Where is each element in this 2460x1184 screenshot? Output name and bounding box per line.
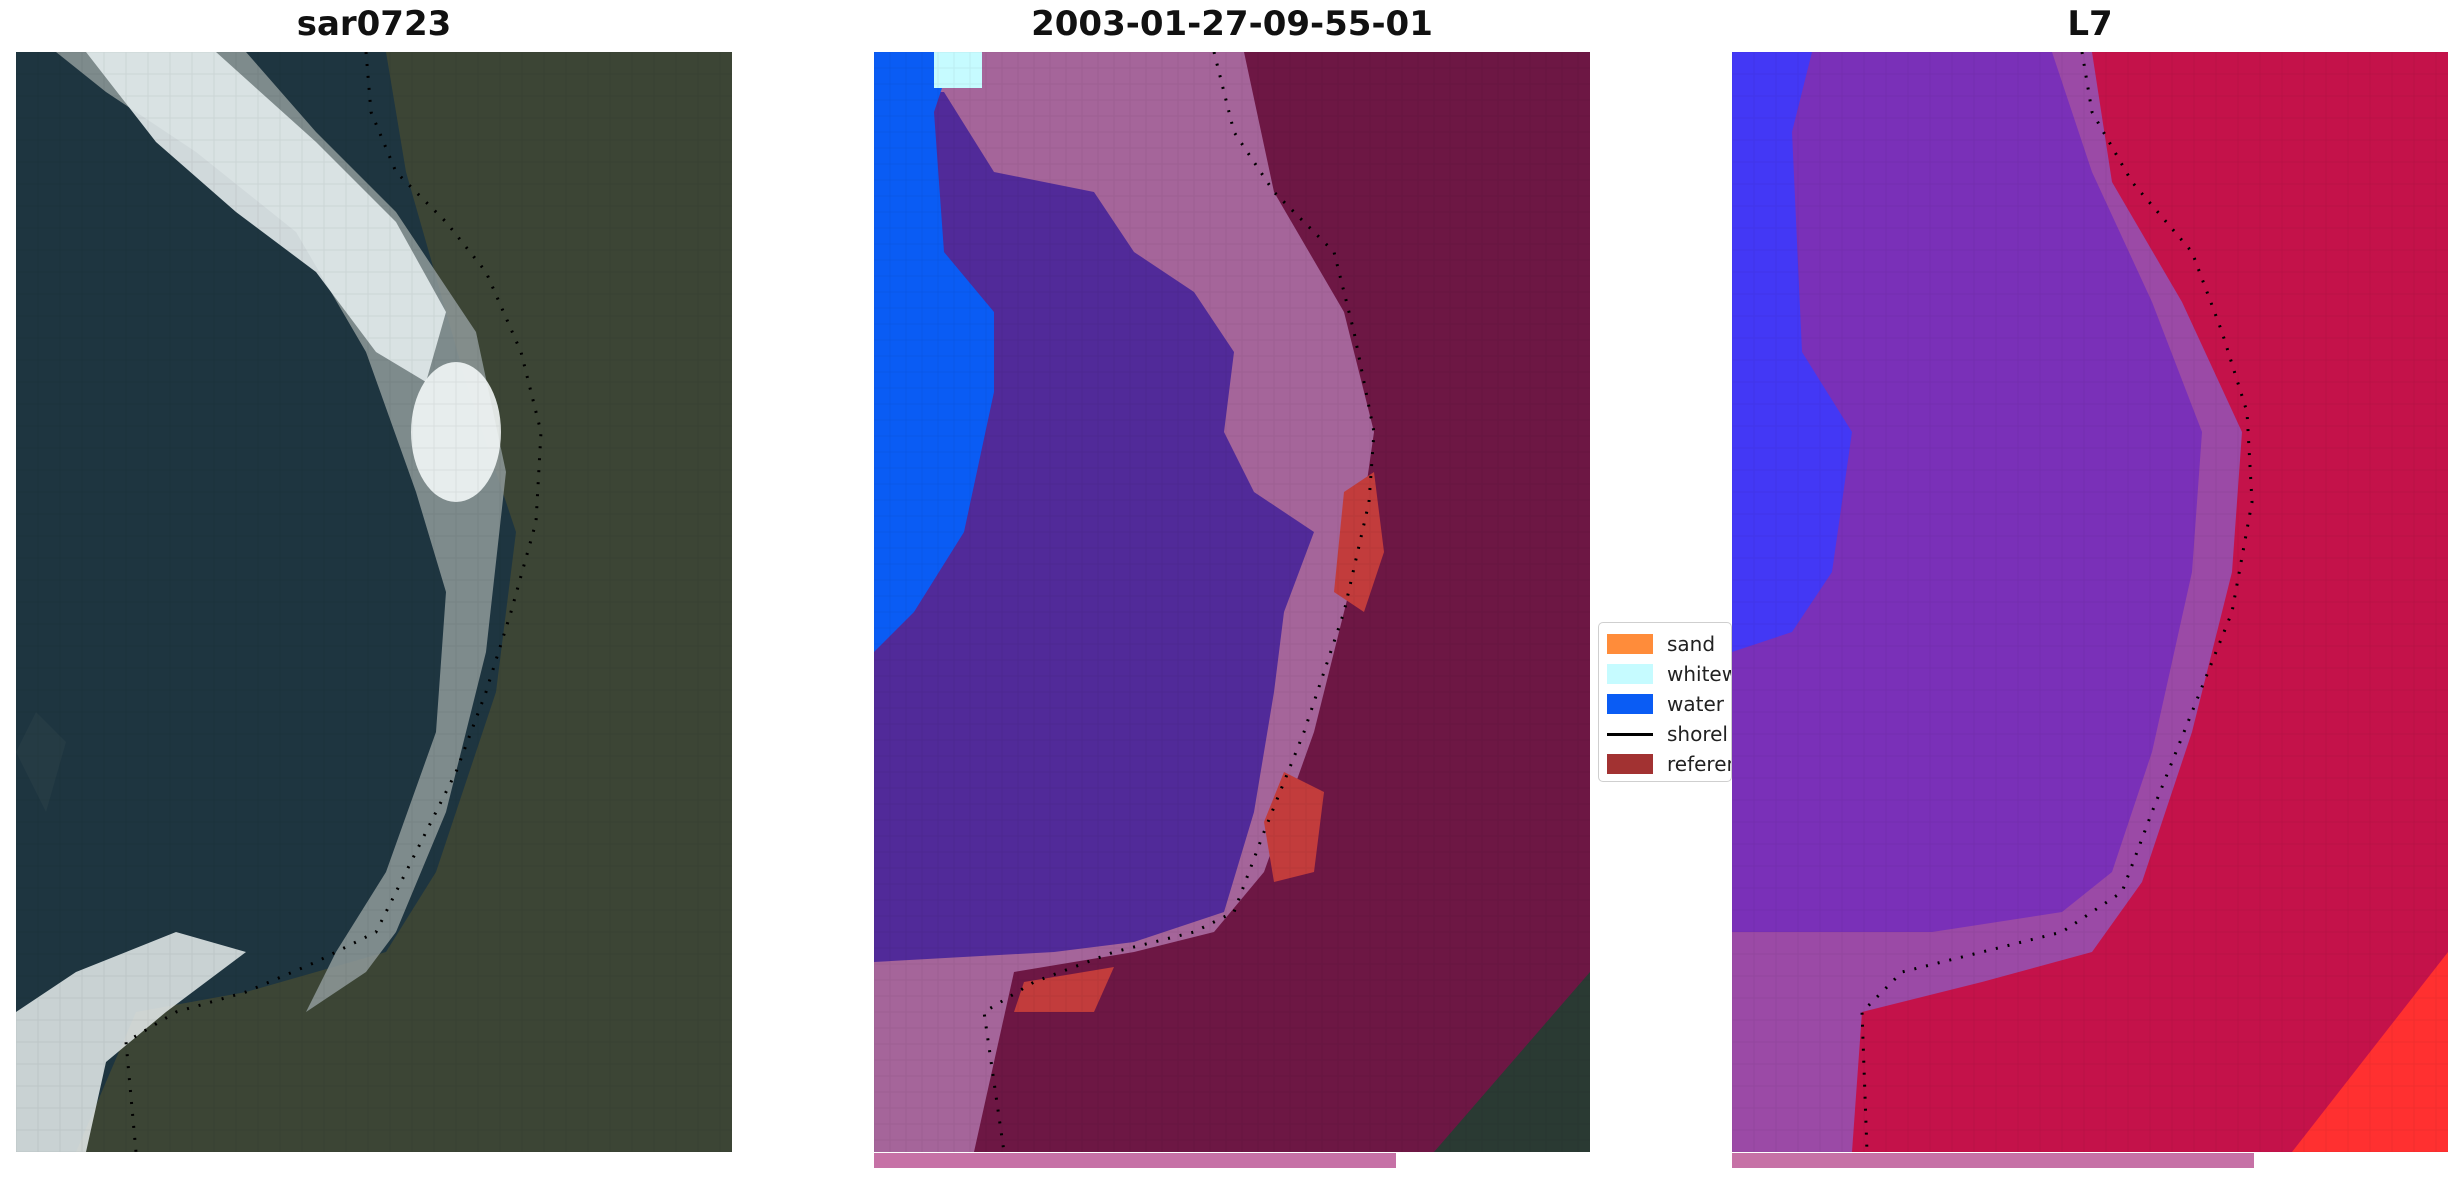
panel-title-sar: sar0723 [296,4,452,44]
legend-label-reference: referen [1667,752,1732,776]
legend: sand whitew water shorel referen [1598,622,1732,782]
rgb-image-panel [16,52,732,1152]
legend-swatch-water [1607,694,1653,714]
legend-label-water: water [1667,692,1724,716]
legend-item-reference: referen [1607,751,1732,777]
legend-item-whitewater: whitew [1607,661,1732,687]
legend-label-sand: sand [1667,632,1716,656]
legend-item-sand: sand [1607,631,1715,657]
shoreline-trace [124,52,543,1152]
legend-label-shoreline: shorel [1667,722,1728,746]
panel-title-l7: L7 [2067,4,2113,44]
colorbar-strip-2 [874,1153,1396,1168]
rgb-image [16,52,732,1152]
l7-panel [1732,52,2448,1152]
colorbar-strip-3 [1732,1153,2254,1168]
legend-label-whitewater: whitew [1667,662,1732,686]
legend-swatch-whitewater [1607,664,1653,684]
panel-title-date: 2003-01-27-09-55-01 [1031,4,1433,44]
legend-item-water: water [1607,691,1724,717]
legend-item-shoreline: shorel [1607,721,1728,747]
classification-map [874,52,1590,1152]
legend-line-shoreline [1607,732,1653,736]
l7-map [1732,52,2448,1152]
legend-swatch-reference [1607,754,1653,774]
legend-swatch-sand [1607,634,1653,654]
classification-panel [874,52,1590,1152]
